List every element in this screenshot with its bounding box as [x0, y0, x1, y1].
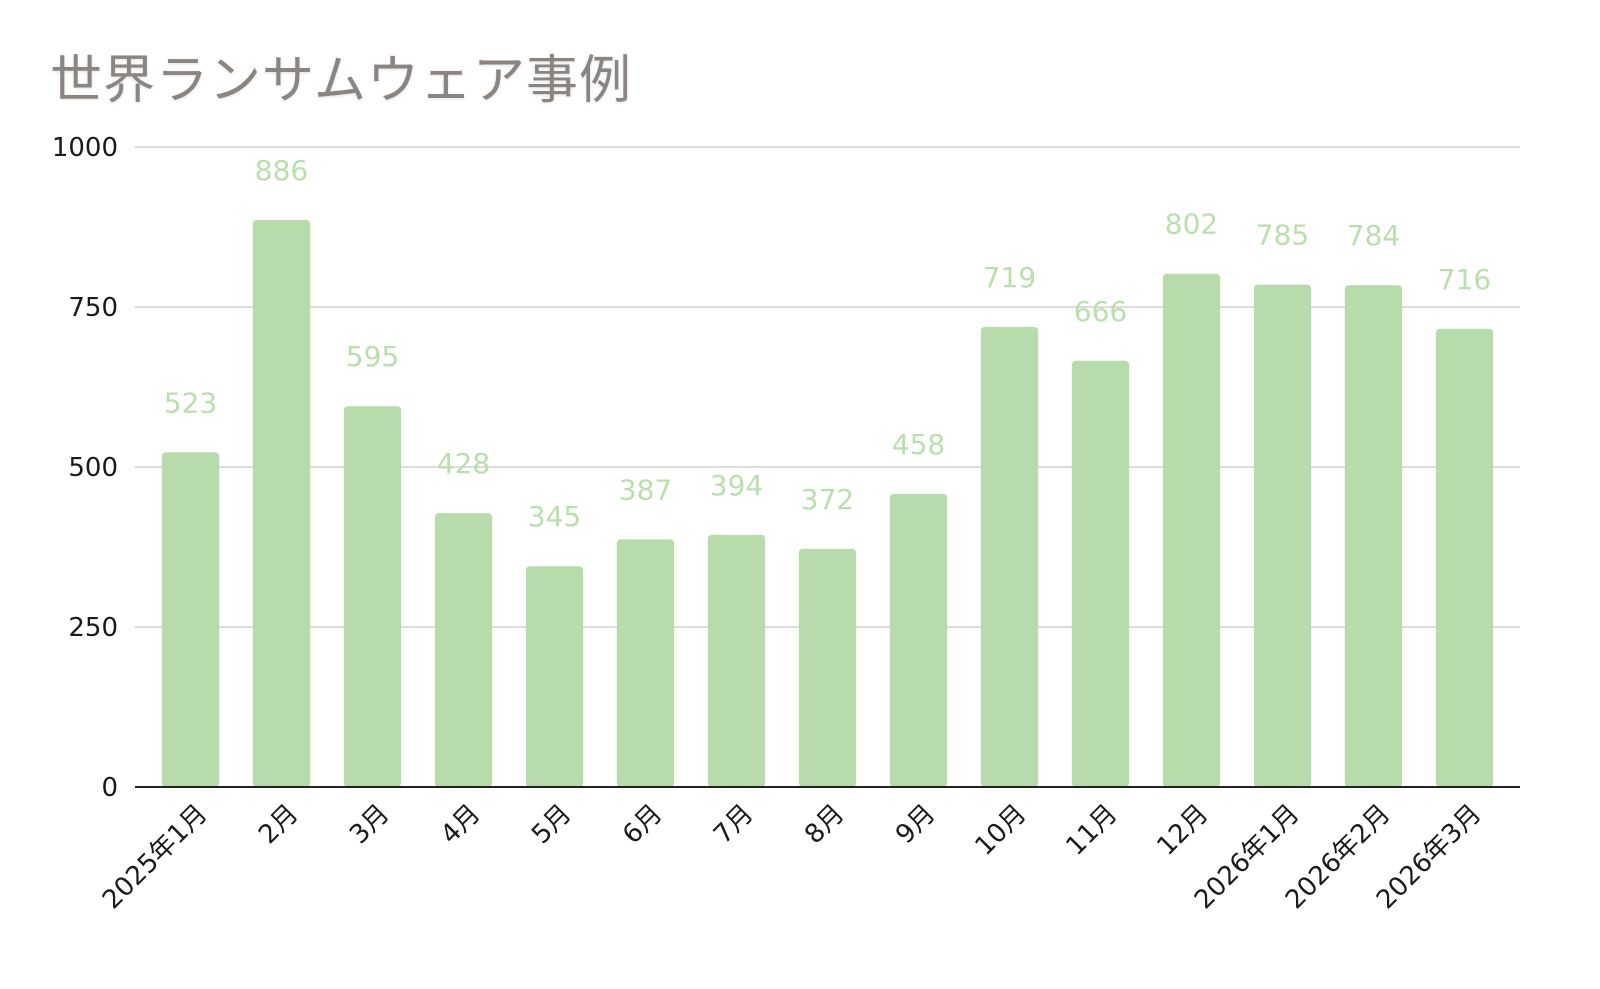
y-tick-label: 750	[68, 293, 118, 323]
bar	[980, 326, 1039, 787]
y-tick-label: 500	[68, 453, 118, 483]
data-label: 372	[801, 483, 854, 516]
data-label: 666	[1074, 295, 1127, 328]
data-label: 802	[1165, 208, 1218, 241]
y-tick-label: 250	[68, 613, 118, 643]
x-tick-label: 9月	[890, 799, 941, 850]
x-tick-label: 4月	[435, 799, 486, 850]
bar-layer	[161, 219, 1494, 788]
bar	[161, 452, 220, 787]
x-tick-label: 2025年1月	[97, 799, 213, 915]
bar	[707, 534, 766, 787]
y-tick-label: 1000	[52, 133, 118, 163]
bar	[343, 406, 402, 787]
data-label: 716	[1438, 263, 1491, 296]
data-label: 719	[983, 261, 1036, 294]
bar	[1162, 273, 1221, 788]
bar	[434, 513, 493, 787]
data-label: 784	[1347, 219, 1400, 252]
bar	[798, 548, 857, 787]
data-label: 886	[255, 154, 308, 187]
data-label-layer: 523 886 595 428 345 387 394 372 458 719 666 802 785 7…	[164, 154, 1491, 533]
x-tick-label: 3月	[344, 799, 395, 850]
data-label: 458	[892, 428, 945, 461]
data-label: 345	[528, 500, 581, 533]
x-tick-label: 12月	[1151, 799, 1214, 862]
chart-title: 世界ランサムウェア事例	[50, 51, 632, 111]
data-label: 595	[346, 340, 399, 373]
data-label: 394	[710, 469, 763, 502]
data-label: 785	[1256, 219, 1309, 252]
data-label: 428	[437, 447, 490, 480]
bar	[1071, 360, 1130, 787]
data-label: 523	[164, 386, 217, 419]
bar	[1344, 285, 1403, 787]
bar	[252, 219, 311, 787]
x-tick-label: 6月	[617, 799, 668, 850]
bar	[1253, 284, 1312, 787]
bar	[616, 539, 675, 787]
x-tick-label: 2月	[253, 799, 304, 850]
y-tick-label: 0	[101, 773, 118, 803]
x-tick-label: 11月	[1060, 799, 1123, 862]
bar	[889, 493, 948, 787]
x-tick-label: 10月	[969, 799, 1032, 862]
x-tick-label: 7月	[708, 799, 759, 850]
data-label: 387	[619, 473, 672, 506]
x-tick-label: 8月	[799, 799, 850, 850]
x-tick-label: 5月	[526, 799, 577, 850]
bar	[1435, 328, 1494, 787]
bar	[525, 566, 584, 787]
